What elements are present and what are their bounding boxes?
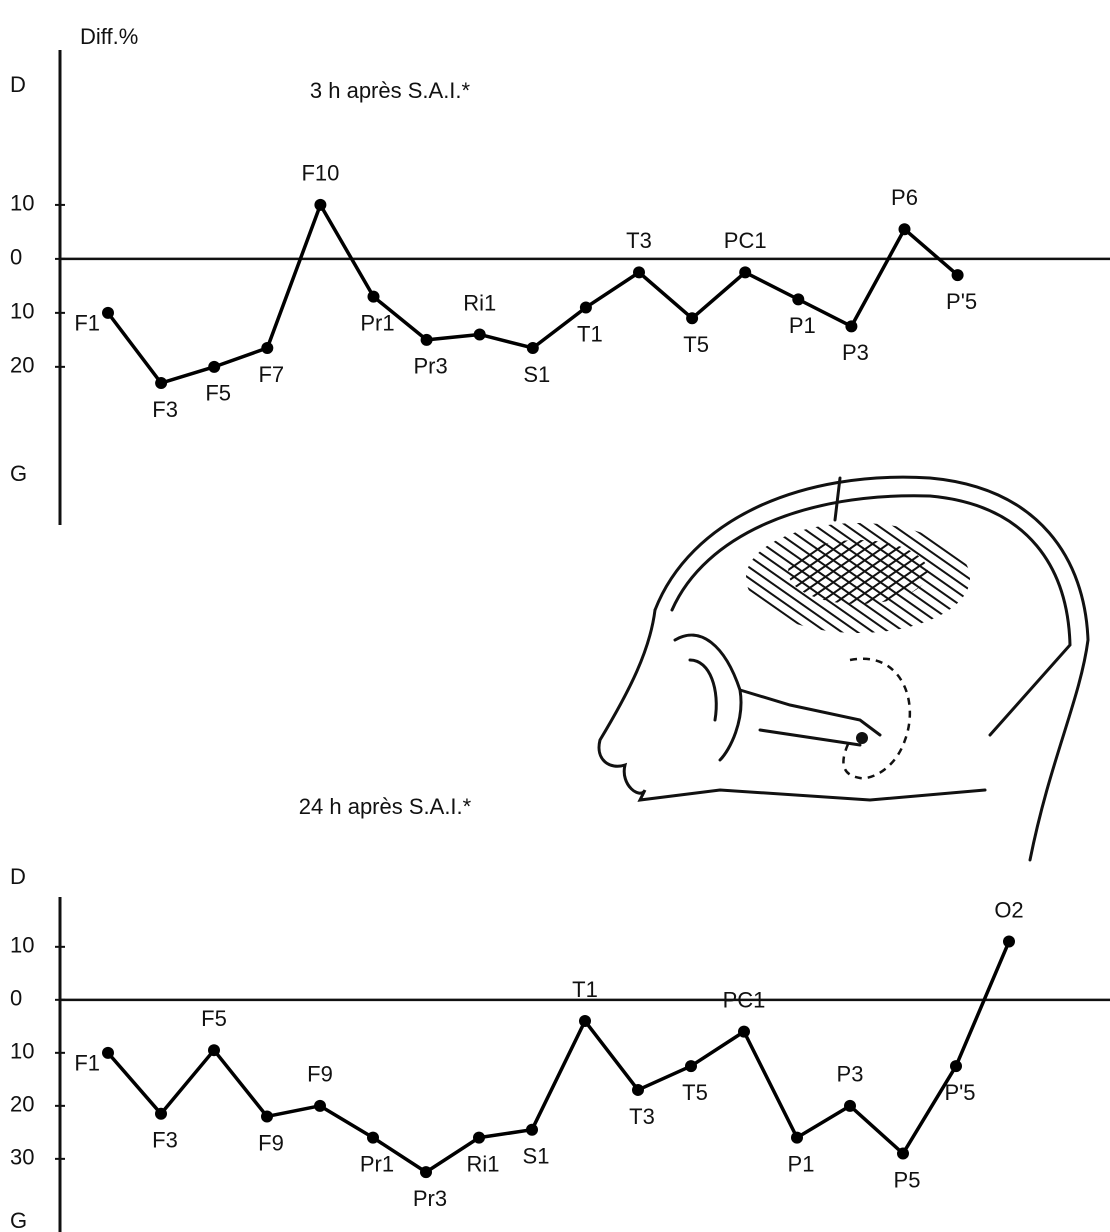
data-point: [102, 306, 114, 319]
y-tick-label: 10: [10, 1039, 34, 1064]
y-tick-label: 10: [10, 299, 34, 324]
data-point: [738, 1025, 750, 1038]
point-label: F10: [301, 161, 339, 186]
point-label: P'5: [944, 1080, 975, 1105]
y-tick-label: 0: [10, 245, 22, 270]
data-point: [155, 377, 168, 390]
point-label: T1: [572, 977, 598, 1002]
point-label: F5: [201, 1006, 227, 1031]
point-label: P3: [842, 340, 869, 365]
point-label: T3: [629, 1104, 655, 1129]
point-label: PC1: [724, 228, 767, 253]
point-label: P1: [788, 1151, 815, 1176]
y-top-label: D: [10, 864, 26, 889]
point-label: T5: [682, 1080, 708, 1105]
y-axis-label: Diff.%: [80, 24, 138, 49]
data-line: [106, 203, 959, 385]
point-label: T3: [626, 228, 652, 253]
point-label: O2: [994, 897, 1023, 922]
data-point: [367, 290, 380, 303]
data-point: [314, 198, 327, 211]
data-point: [685, 1060, 697, 1073]
data-point: [473, 1131, 485, 1144]
data-point: [950, 1060, 962, 1073]
data-point: [420, 333, 433, 346]
data-point: [951, 269, 964, 282]
point-label: F3: [152, 397, 178, 422]
y-tick-label: 20: [10, 1092, 34, 1117]
data-point: [526, 1123, 538, 1136]
chart-title: 3 h après S.A.I.*: [310, 78, 471, 103]
data-point: [633, 266, 645, 279]
data-point: [420, 1166, 432, 1179]
data-point: [579, 1015, 591, 1028]
point-label: Pr1: [360, 1151, 394, 1176]
point-label: P6: [891, 185, 918, 210]
point-label: P1: [789, 313, 816, 338]
data-point: [526, 341, 539, 354]
point-label: F7: [258, 362, 284, 387]
data-point: [261, 1110, 273, 1123]
data-point: [632, 1083, 644, 1096]
chart-title: 24 h après S.A.I.*: [299, 794, 472, 819]
point-label: Pr3: [413, 354, 447, 379]
point-label: Pr1: [360, 310, 394, 335]
data-point: [367, 1131, 379, 1144]
y-tick-label: 10: [10, 933, 34, 958]
point-label: S1: [523, 1144, 550, 1169]
data-point: [261, 341, 274, 354]
point-label: P3: [837, 1062, 864, 1087]
data-point: [898, 223, 911, 236]
y-bottom-label: G: [10, 461, 27, 486]
data-point: [155, 1107, 167, 1120]
point-label: Ri1: [466, 1151, 499, 1176]
data-point: [473, 328, 486, 341]
y-tick-label: 10: [10, 191, 34, 216]
y-tick-label: 30: [10, 1145, 34, 1170]
data-point: [102, 1046, 114, 1059]
y-top-label: D: [10, 72, 26, 97]
data-line: [106, 940, 1011, 1174]
point-label: T5: [683, 332, 709, 357]
y-tick-label: 0: [10, 986, 22, 1011]
data-point: [208, 1044, 220, 1057]
data-point: [792, 293, 805, 306]
point-label: Pr3: [413, 1186, 447, 1211]
point-label: F1: [74, 311, 100, 336]
data-point: [844, 1099, 856, 1112]
data-point: [579, 301, 592, 314]
point-label: F5: [205, 381, 231, 406]
data-point: [1003, 935, 1015, 948]
point-label: P'5: [946, 289, 977, 314]
point-label: Ri1: [463, 290, 496, 315]
point-label: F9: [307, 1062, 333, 1087]
data-point: [739, 266, 752, 279]
point-label: P5: [894, 1167, 921, 1192]
data-point: [897, 1147, 909, 1160]
y-bottom-label: G: [10, 1208, 27, 1232]
y-tick-label: 20: [10, 353, 34, 378]
point-label: F1: [74, 1051, 100, 1076]
point-label: S1: [523, 362, 550, 387]
data-point: [686, 312, 699, 325]
point-label: PC1: [723, 987, 766, 1012]
point-label: T1: [577, 321, 603, 346]
data-point: [314, 1099, 326, 1112]
head-illustration: [597, 475, 1090, 862]
data-point: [208, 360, 221, 373]
data-point: [791, 1131, 803, 1144]
point-label: F9: [258, 1130, 284, 1155]
data-point: [845, 320, 858, 333]
point-label: F3: [152, 1128, 178, 1153]
